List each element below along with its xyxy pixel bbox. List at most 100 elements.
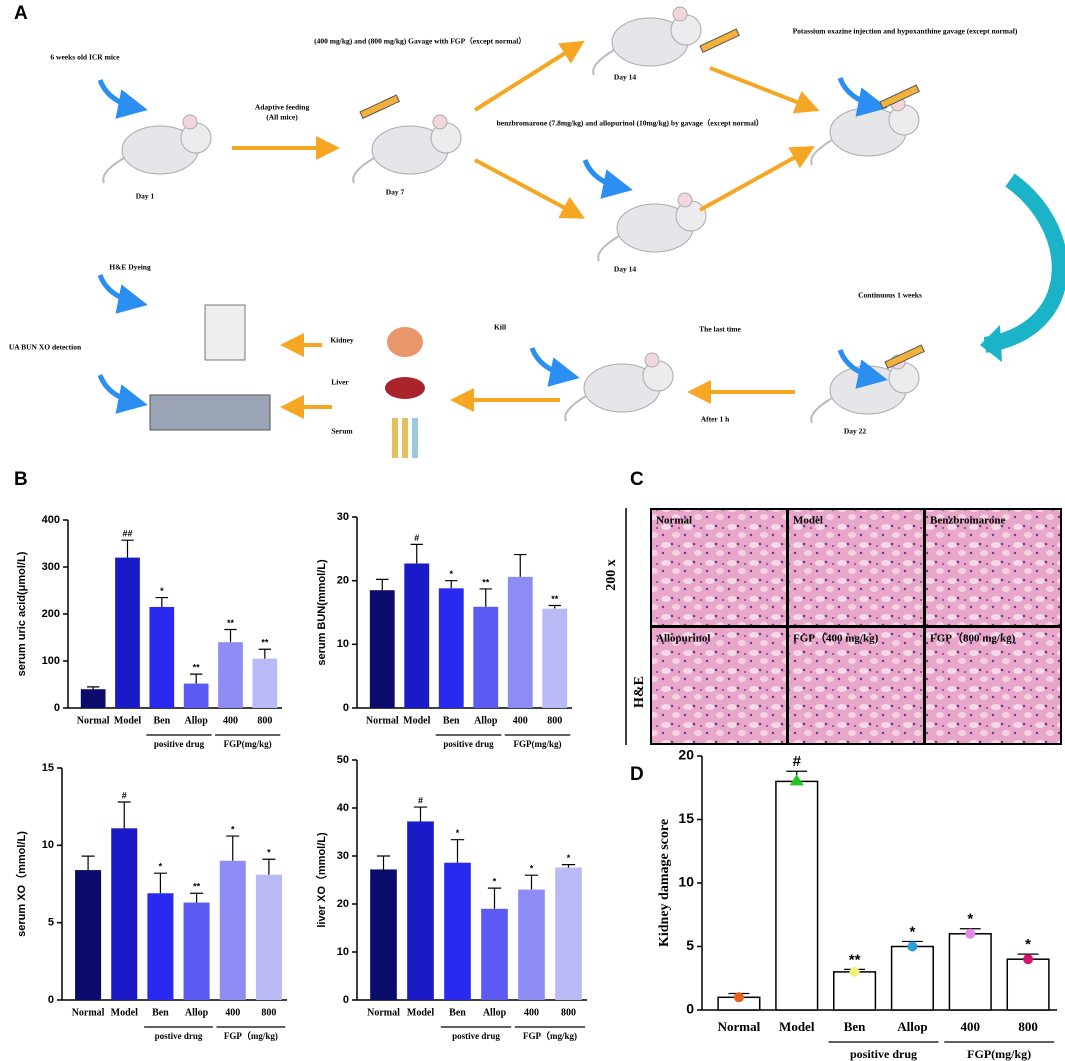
mouse-ear	[432, 114, 448, 130]
liver	[385, 377, 425, 399]
histology-image	[787, 626, 925, 745]
y-tick-label: 10	[337, 946, 349, 958]
histology-image	[787, 508, 925, 627]
y-axis-label: serum BUN(mmol/L)	[316, 559, 328, 666]
x-tick-label: 800	[547, 715, 562, 726]
syringe	[359, 94, 400, 120]
x-tick-label: Normal	[77, 715, 110, 726]
tube	[402, 418, 408, 458]
group-label: FGP(mg/kg)	[514, 739, 562, 749]
mouse-tail	[592, 49, 615, 76]
image-label: Benzbromarone	[930, 515, 1005, 527]
x-tick-label: Allop	[184, 715, 208, 726]
x-tick-label: 800	[261, 1007, 276, 1018]
y-tick-label: 10	[42, 839, 54, 851]
group-label: postive drug	[452, 1031, 500, 1041]
y-tick-label: 0	[343, 702, 349, 714]
bar	[438, 588, 464, 708]
bar	[542, 608, 568, 708]
bar	[444, 862, 471, 1000]
bar	[369, 590, 395, 708]
y-tick-label: 200	[42, 608, 60, 620]
y-tick-label: 0	[48, 994, 54, 1006]
flow-text: Serum	[331, 427, 353, 436]
histology-image	[924, 626, 1062, 745]
error-bar	[81, 855, 95, 871]
significance: **	[849, 951, 861, 968]
flow-arrow	[474, 158, 586, 219]
error-bar	[413, 806, 428, 822]
significance: *	[267, 848, 271, 858]
error-bar	[224, 628, 237, 643]
mouse-tail	[102, 157, 125, 184]
x-tick-label: Allop	[483, 1007, 507, 1018]
panel-label: D	[630, 764, 644, 785]
significance: #	[414, 533, 419, 543]
y-tick-label: 300	[42, 561, 60, 573]
image-label: Allopurinol	[656, 633, 710, 645]
bar	[1006, 958, 1050, 1011]
flow-text: Continuous 1 weeks	[858, 291, 922, 300]
significance: *	[530, 864, 534, 874]
y-axis-label: serum uric acid(μmol/L)	[16, 551, 28, 676]
x-tick-label: 400	[223, 715, 238, 726]
bar	[404, 563, 430, 708]
group-label: FGP(mg/kg)	[967, 1047, 1031, 1061]
flow-arrow	[473, 40, 585, 112]
mouse-tail	[597, 235, 620, 262]
bar	[219, 860, 246, 1000]
group-label: FGP（mg/kg)	[523, 1031, 577, 1041]
mouse-tail	[564, 395, 587, 422]
bar	[218, 642, 243, 708]
error-bar	[487, 887, 502, 909]
x-tick-label: 800	[257, 715, 272, 726]
y-axis-label: Kidney damage score	[657, 819, 672, 947]
flow-text: Day 22	[844, 427, 867, 436]
plate	[149, 394, 271, 431]
blue-arrow	[837, 77, 888, 117]
group-label: positive drug	[443, 739, 494, 749]
x-tick-label: Normal	[367, 1007, 400, 1018]
error-bar	[376, 855, 391, 870]
flow-text: (400 mg/kg) and (800 mg/kg) Gavage with …	[314, 36, 526, 46]
error-bar	[86, 686, 100, 690]
x-tick-label: 800	[561, 1007, 576, 1018]
error-bar	[155, 596, 169, 607]
kidney	[387, 327, 423, 357]
x-tick-label: Normal	[718, 1019, 761, 1034]
flow-text: The last time	[699, 325, 741, 334]
tube	[412, 418, 418, 458]
syringe	[879, 84, 920, 110]
y-tick-label: 30	[337, 511, 349, 523]
data-point	[907, 941, 918, 952]
data-point	[733, 992, 744, 1003]
bar	[183, 902, 210, 1000]
image-label: FGP（400 mg/kg)	[793, 632, 879, 645]
y-tick-label: 5	[48, 917, 54, 929]
y-tick-label: 20	[678, 747, 694, 763]
flow-text: Kill	[494, 323, 506, 332]
x-tick-label: Model	[779, 1019, 815, 1034]
y-tick-label: 0	[686, 1001, 694, 1017]
tube	[392, 418, 398, 458]
y-tick-label: 0	[343, 994, 349, 1006]
cycle-arrow-head	[980, 325, 1002, 362]
significance: *	[231, 824, 235, 834]
data-point	[849, 966, 860, 977]
y-tick-label: 5	[686, 937, 694, 953]
y-tick-label: 30	[337, 850, 349, 862]
flow-text: 6 weeks old ICR mice	[50, 53, 120, 62]
blue-arrow	[97, 374, 148, 414]
bar	[370, 869, 397, 1000]
error-bar	[514, 553, 527, 577]
histology-image	[924, 508, 1062, 627]
error-bar	[258, 648, 272, 659]
error-bar	[121, 539, 134, 558]
significance: #	[793, 753, 802, 770]
significance: *	[567, 853, 571, 863]
x-tick-label: Normal	[366, 715, 399, 726]
x-tick-label: 400	[524, 1007, 539, 1018]
y-tick-label: 10	[678, 874, 694, 890]
error-bar	[153, 872, 167, 894]
